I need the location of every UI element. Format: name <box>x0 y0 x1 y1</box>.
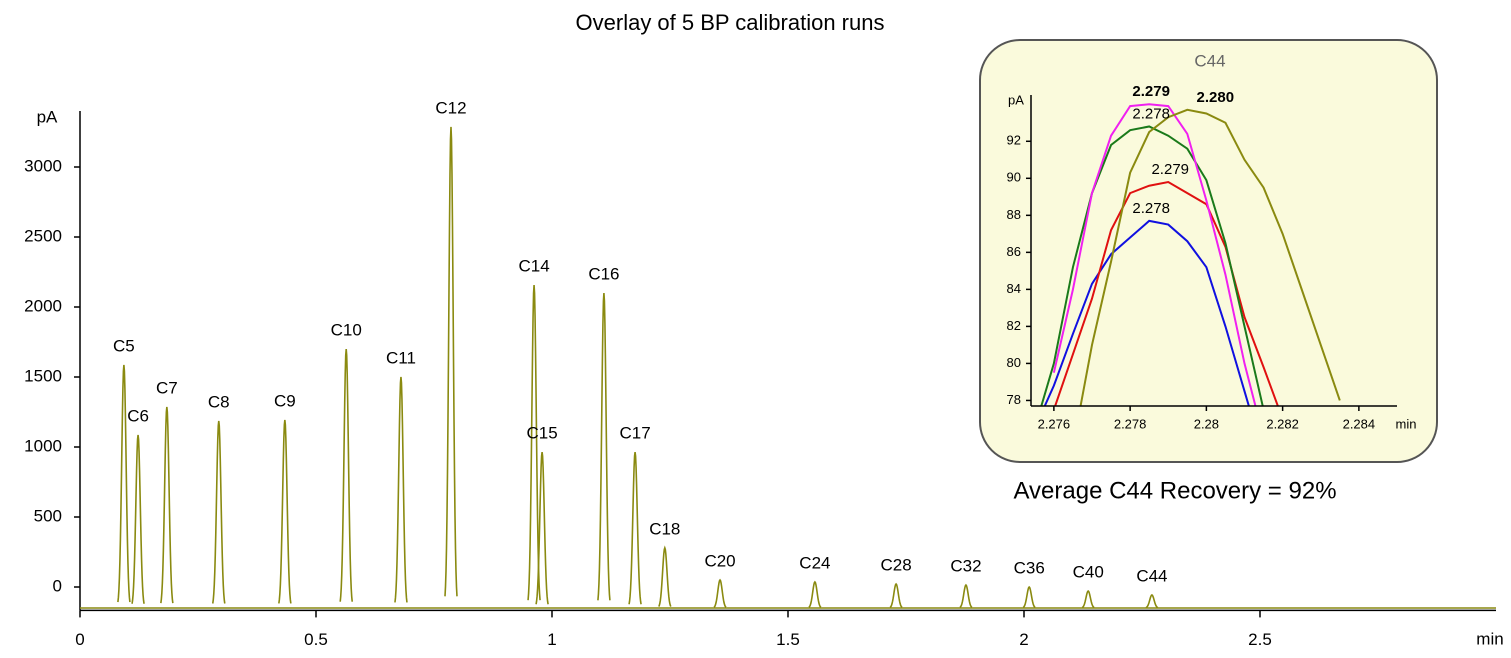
inset-y-tick-label: 84 <box>1007 281 1021 296</box>
peak-label: C5 <box>113 336 135 355</box>
peak-label: C36 <box>1014 558 1045 577</box>
peak <box>339 348 354 602</box>
peak-label: C18 <box>649 519 680 538</box>
peak-label: C9 <box>274 391 296 410</box>
peak-label: C20 <box>704 551 735 570</box>
x-tick-label: 2.5 <box>1248 630 1272 649</box>
y-tick-label: 2000 <box>24 296 62 315</box>
inset-y-tick-label: 92 <box>1007 133 1021 148</box>
peak-label: C17 <box>619 424 650 443</box>
series-line <box>1054 180 1279 406</box>
peak-label: C6 <box>127 406 149 425</box>
peak-label: C11 <box>386 348 416 367</box>
peak-label: C24 <box>799 553 830 572</box>
peak-label: C7 <box>156 378 178 397</box>
y-tick-label: 1000 <box>24 436 62 455</box>
x-tick-label: 2 <box>1019 630 1028 649</box>
peak <box>211 420 226 604</box>
apex-label: 2.280 <box>1197 89 1235 106</box>
peak <box>160 406 174 604</box>
peak-label: C44 <box>1136 566 1167 585</box>
peak <box>527 284 541 601</box>
inset-x-tick-label: 2.28 <box>1194 416 1219 431</box>
x-tick-label: 0 <box>75 630 84 649</box>
apex-label: 2.279 <box>1132 83 1170 100</box>
peak <box>1145 594 1159 609</box>
y-tick-label: 3000 <box>24 156 62 175</box>
peak <box>1081 590 1095 609</box>
inset-y-tick-label: 88 <box>1007 207 1021 222</box>
peak-label: C32 <box>950 557 981 576</box>
apex-label: 2.278 <box>1132 105 1170 122</box>
inset-x-label: min <box>1396 416 1417 431</box>
y-tick-label: 2500 <box>24 226 62 245</box>
inset-x-tick-label: 2.278 <box>1114 416 1147 431</box>
series-line <box>1079 108 1341 406</box>
peak <box>278 419 292 604</box>
peak-label: C8 <box>208 392 230 411</box>
inset-y-label: pA <box>1008 92 1024 107</box>
peak <box>131 434 145 604</box>
peak <box>117 364 131 603</box>
inset-title: C44 <box>1194 51 1225 70</box>
inset-x-tick-label: 2.276 <box>1038 416 1071 431</box>
inset-y-tick-label: 86 <box>1007 244 1021 259</box>
y-tick-label: 1500 <box>24 366 62 385</box>
y-tick-label: 500 <box>34 506 62 525</box>
peak <box>889 582 903 609</box>
peak <box>658 545 672 607</box>
peak-label: C28 <box>880 556 911 575</box>
x-axis-label: min <box>1476 629 1503 648</box>
peak <box>713 578 727 608</box>
inset-y-tick-label: 80 <box>1007 355 1021 370</box>
peak <box>535 451 549 605</box>
inset-panel <box>979 39 1438 463</box>
inset-y-tick-label: 78 <box>1007 392 1021 407</box>
peak-label: C14 <box>518 257 549 276</box>
peak <box>597 292 611 601</box>
apex-label: 2.278 <box>1132 200 1170 217</box>
y-axis-label: pA <box>37 107 58 126</box>
peak <box>1022 585 1036 609</box>
inset-plot <box>1040 103 1341 406</box>
inset-y-tick-label: 82 <box>1007 318 1021 333</box>
peak <box>444 126 458 597</box>
y-tick-label: 0 <box>53 576 62 595</box>
annotation: Average C44 Recovery = 92% <box>1013 477 1336 504</box>
apex-label: 2.279 <box>1151 161 1189 178</box>
peak-label: C15 <box>526 424 557 443</box>
peak-label: C16 <box>588 264 619 283</box>
series-line <box>1052 103 1257 406</box>
peak <box>394 376 408 603</box>
peak <box>959 583 973 609</box>
peak <box>808 580 822 608</box>
peak-label: C10 <box>331 320 362 339</box>
inset-y-tick-label: 90 <box>1007 170 1021 185</box>
inset-x-tick-label: 2.282 <box>1266 416 1299 431</box>
peak-label: C12 <box>435 98 466 117</box>
x-tick-label: 1.5 <box>776 630 800 649</box>
series-line <box>1040 125 1264 406</box>
series-line <box>1043 219 1250 406</box>
x-tick-label: 1 <box>547 630 556 649</box>
x-tick-label: 0.5 <box>304 630 328 649</box>
peak <box>628 451 642 605</box>
chart-title: Overlay of 5 BP calibration runs <box>576 10 885 35</box>
peak-label: C40 <box>1073 563 1104 582</box>
inset-x-tick-label: 2.284 <box>1343 416 1376 431</box>
